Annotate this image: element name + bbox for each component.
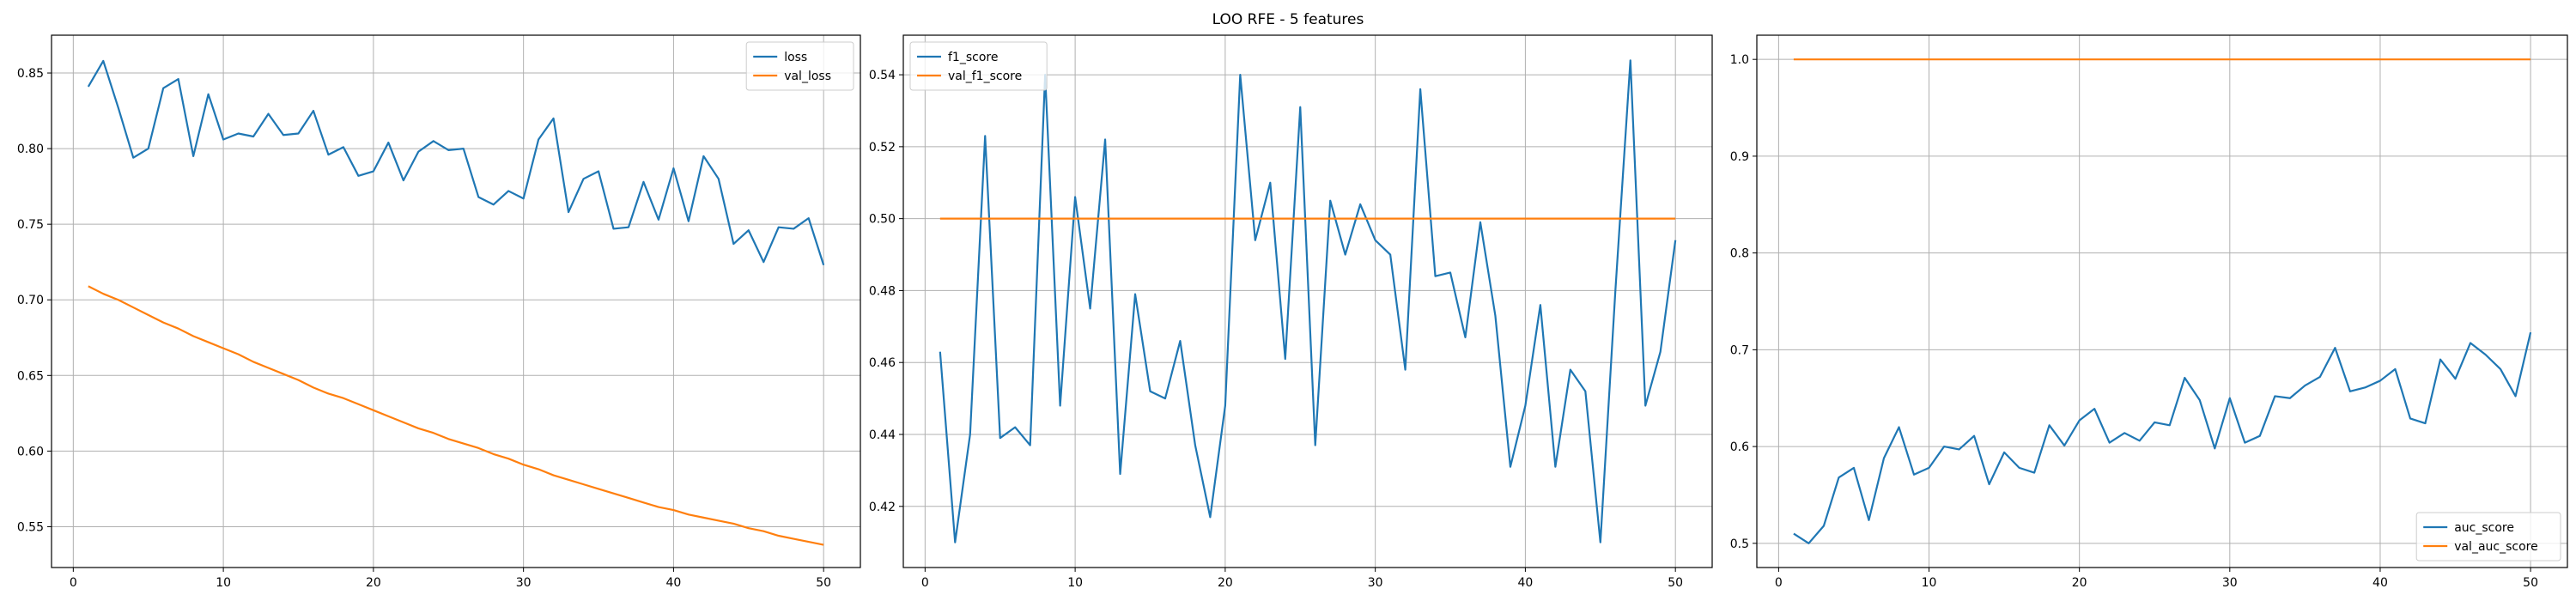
figure-title: LOO RFE - 5 features [1212,11,1364,28]
x-tick-label: 40 [1517,576,1533,590]
series-line-auc-score [1793,331,2532,544]
x-tick-label: 30 [1368,576,1383,590]
y-tick-label: 0.7 [1730,343,1749,357]
y-tick-label: 0.48 [869,284,896,298]
legend: f1_score val_f1_score [909,41,1048,91]
x-tick-label: 10 [216,576,231,590]
x-tick-label: 30 [516,576,532,590]
legend: loss val_loss [745,41,854,91]
y-tick-label: 1.0 [1730,53,1749,67]
x-tick-label: 40 [665,576,681,590]
x-tick-label: 40 [2372,576,2388,590]
axes-frame [51,34,861,568]
subplots: 0 10 20 30 40 500.550.600.650.700.750.800.85l… [17,34,2568,590]
x-tick-label: 20 [366,576,381,590]
y-tick-label: 0.55 [17,520,44,534]
subplot-3: 0 10 20 30 40 50 0.5 0.6 0.7 0.8 0.9 1.0 auc_scoreva… [1730,34,2568,590]
series-line-loss [87,59,825,266]
axes-frame [1756,34,2568,568]
y-tick-label: 0.42 [869,501,896,514]
y-tick-label: 0.70 [17,294,44,307]
legend-box [909,41,1048,91]
x-tick-label: 10 [1922,576,1937,590]
x-tick-label: 0 [921,576,929,590]
x-tick-label: 0 [1775,576,1783,590]
y-tick-label: 0.52 [869,141,896,155]
legend: auc_score val_auc_score [2415,512,2561,562]
x-tick-label: 20 [2072,576,2087,590]
y-tick-label: 0.44 [869,428,896,442]
y-tick-label: 0.6 [1730,440,1749,454]
axes-frame [902,34,1713,568]
x-tick-label: 50 [1668,576,1683,590]
legend-label: f1_score [948,51,998,64]
legend-label: val_f1_score [948,70,1022,83]
legend-label: val_loss [784,70,831,83]
legend-box [2415,512,2561,562]
legend-box [745,41,854,91]
legend-label: loss [784,51,807,64]
y-tick-label: 0.50 [869,213,896,227]
x-tick-label: 10 [1067,576,1083,590]
series-line-val-loss [88,285,824,546]
y-tick-label: 0.5 [1730,537,1749,551]
x-tick-label: 0 [70,576,77,590]
x-tick-label: 20 [1218,576,1233,590]
legend-label: val_auc_score [2454,540,2538,554]
y-tick-label: 0.54 [869,69,896,82]
y-tick-label: 0.46 [869,356,896,370]
x-tick-label: 30 [2222,576,2238,590]
y-tick-label: 0.9 [1730,150,1749,164]
y-tick-label: 0.8 [1730,247,1749,261]
y-tick-label: 0.85 [17,67,44,81]
subplot-2: 0 10 20 30 40 50 0.42 0.44 0.46 0.48 0.50 0.52 0.54 f… [869,34,1713,590]
x-tick-label: 50 [816,576,831,590]
y-tick-label: 0.75 [17,218,44,232]
series-line-f1-score [939,59,1677,543]
legend-label: auc_score [2454,521,2514,535]
y-tick-label: 0.80 [17,143,44,156]
subplot-1: 0 10 20 30 40 50 0.55 0.60 0.65 0.70 0.75 0.80 0.85 l… [17,34,861,590]
x-tick-label: 50 [2523,576,2538,590]
y-tick-label: 0.65 [17,369,44,383]
y-tick-label: 0.60 [17,445,44,458]
